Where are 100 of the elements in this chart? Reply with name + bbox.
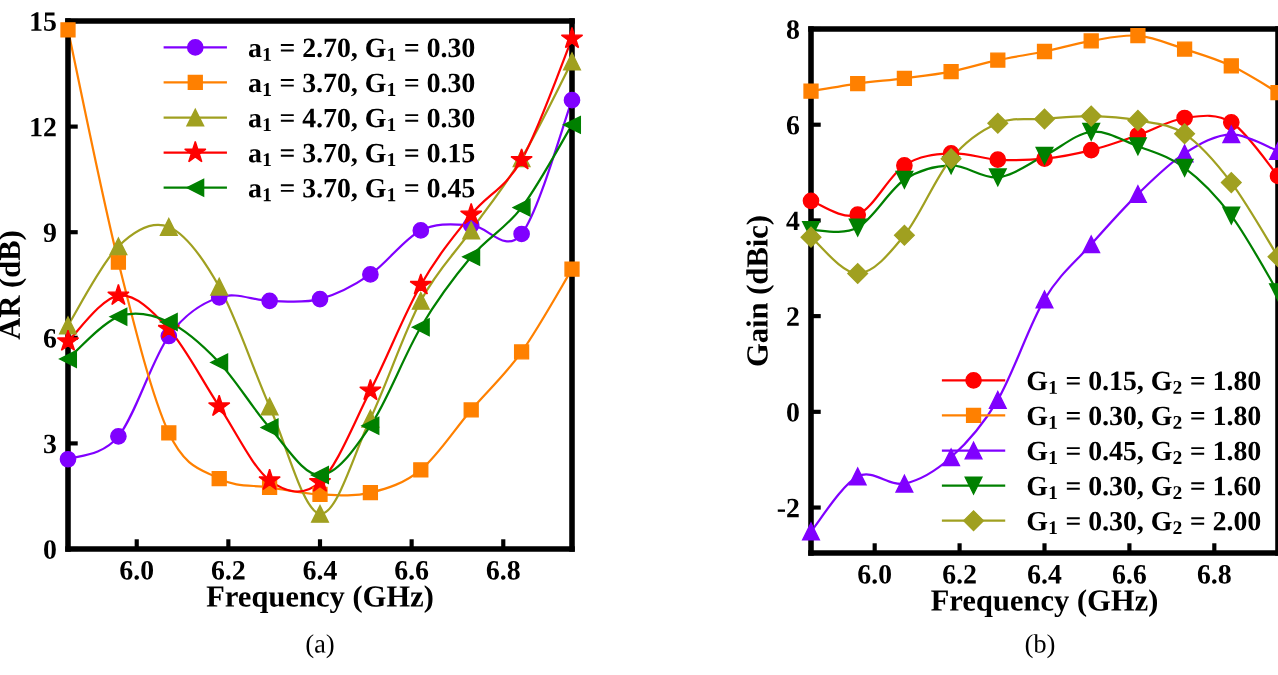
legend-label: G$_{1}$ = 0.30, G$_{2}$ = 1.60	[1027, 476, 1261, 500]
x-tick-label: 6.2	[943, 564, 976, 584]
point	[1035, 146, 1054, 165]
point	[107, 283, 130, 306]
point	[409, 273, 433, 295]
point	[260, 418, 279, 437]
point	[800, 226, 822, 248]
y-tick-label: 8	[786, 20, 799, 39]
point	[895, 170, 914, 189]
x-tick-label: 6.4	[1028, 564, 1062, 584]
legend-label: a$_{1}$ = 4.70, G$_{1}$ = 0.30	[248, 108, 475, 132]
point	[848, 218, 867, 237]
point	[110, 428, 127, 445]
point	[895, 474, 914, 493]
x-tick-label: 6.4	[303, 560, 337, 580]
point	[990, 52, 1006, 68]
point	[1083, 33, 1099, 49]
point	[560, 26, 584, 49]
y-tick-label: 3	[44, 434, 56, 454]
point	[1128, 137, 1147, 156]
point	[989, 151, 1007, 168]
point	[260, 397, 279, 416]
point	[943, 63, 959, 80]
point	[58, 349, 78, 368]
point	[848, 467, 867, 486]
point	[411, 291, 430, 310]
legend-label: G$_{1}$ = 0.15, G$_{2}$ = 1.80	[1027, 371, 1261, 395]
point	[1033, 108, 1056, 130]
point	[563, 91, 581, 109]
legend-label: G$_{1}$ = 0.45, G$_{2}$ = 1.80	[1027, 441, 1261, 465]
point	[1174, 123, 1196, 145]
legend-label: G$_{1}$ = 0.30, G$_{2}$ = 1.80	[1027, 406, 1261, 430]
y-tick-label: 15	[31, 12, 56, 31]
point	[803, 83, 819, 99]
point	[412, 222, 430, 239]
point	[59, 450, 77, 468]
point	[359, 378, 382, 401]
point	[459, 202, 483, 225]
point	[1223, 58, 1239, 74]
legend-label: a$_{1}$ = 2.70, G$_{1}$ = 0.30	[248, 38, 475, 62]
point	[58, 316, 78, 335]
y-tick-label: 12	[31, 117, 56, 137]
point	[109, 237, 128, 256]
point	[1222, 113, 1240, 131]
point	[988, 390, 1007, 409]
point	[258, 468, 281, 491]
point	[987, 112, 1009, 134]
point	[311, 290, 329, 308]
point	[1035, 290, 1054, 309]
point	[1222, 206, 1241, 225]
point	[896, 70, 913, 86]
point	[1130, 28, 1146, 44]
legend-label: G$_{1}$ = 0.30, G$_{2}$ = 2.00	[1027, 511, 1261, 535]
point	[512, 198, 531, 217]
x-tick-label: 6.8	[1197, 564, 1231, 584]
point	[110, 254, 127, 270]
point	[1176, 109, 1193, 127]
point	[988, 168, 1007, 187]
point	[411, 318, 430, 337]
point	[413, 462, 429, 478]
point	[1127, 109, 1149, 131]
point	[802, 192, 820, 210]
y-tick-label: 6	[43, 329, 57, 348]
point	[562, 52, 582, 71]
point	[847, 263, 869, 285]
point	[210, 277, 229, 296]
y-tick-label: 0	[787, 403, 799, 422]
y-axis-title: Gain (dBic)	[746, 216, 774, 366]
point	[161, 425, 177, 441]
point	[261, 292, 278, 310]
point	[1222, 125, 1241, 144]
point	[362, 266, 379, 283]
x-tick-label: 6.2	[211, 560, 245, 580]
point	[1128, 185, 1147, 204]
point	[310, 466, 330, 485]
point	[1080, 105, 1102, 127]
point	[361, 416, 380, 435]
x-tick-label: 6.6	[1113, 564, 1146, 584]
legend-label: a$_{1}$ = 3.70, G$_{1}$ = 0.30	[248, 73, 475, 97]
point	[1082, 235, 1101, 254]
x-tick-label: 6.6	[395, 560, 429, 580]
x-axis-title: Frequency (GHz)	[931, 589, 1158, 618]
point	[1082, 141, 1100, 159]
point	[850, 75, 866, 92]
y-tick-label: -2	[777, 498, 799, 518]
y-tick-label: 2	[787, 307, 799, 326]
x-tick-label: 6.0	[858, 564, 891, 584]
point	[159, 217, 178, 236]
point	[942, 448, 961, 467]
point	[210, 353, 229, 372]
text: (b)	[1025, 634, 1055, 659]
point	[159, 312, 178, 331]
point	[940, 148, 962, 170]
legend-label: a$_{1}$ = 3.70, G$_{1}$ = 0.15	[248, 143, 475, 167]
point	[207, 394, 231, 417]
point	[463, 402, 479, 418]
point	[109, 307, 128, 326]
x-tick-label: 6.0	[120, 560, 154, 580]
x-tick-label: 6.8	[486, 560, 520, 580]
point	[513, 225, 530, 243]
